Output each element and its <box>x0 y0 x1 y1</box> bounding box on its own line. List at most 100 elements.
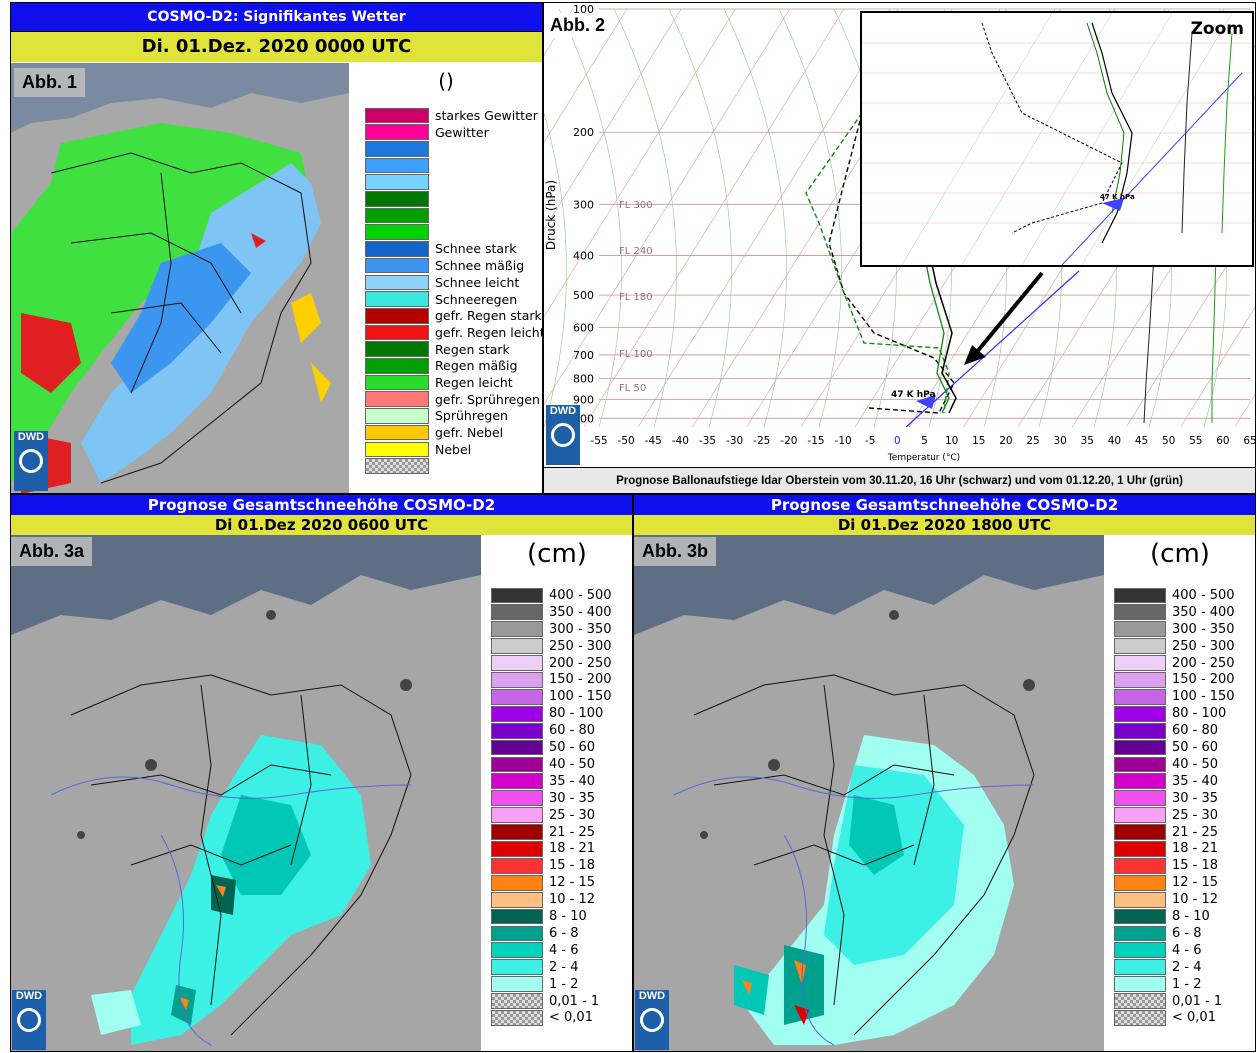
legend-label: 8 - 10 <box>549 909 587 925</box>
wind-barbs-green <box>1211 252 1217 423</box>
abb3a-map <box>11 535 481 1051</box>
abb3a-legend-rows: 400 - 500 350 - 400 300 - 350 250 - 300 200 … <box>491 587 631 1047</box>
legend-label: 18 - 21 <box>549 841 596 857</box>
legend-swatch <box>365 207 429 224</box>
legend-row: 300 - 350 <box>1114 621 1235 638</box>
abb2-label: Abb. 2 <box>546 13 610 38</box>
legend-swatch <box>365 140 429 157</box>
pressure-tick-label: 900 <box>573 394 594 407</box>
legend-label: 80 - 100 <box>1172 706 1227 722</box>
legend-label: 300 - 350 <box>1172 621 1235 637</box>
abb3b-map <box>634 535 1104 1051</box>
legend-swatch <box>491 705 543 722</box>
legend-row: 6 - 8 <box>491 925 579 942</box>
legend-swatch <box>1114 621 1166 638</box>
legend-row: 30 - 35 <box>491 790 595 807</box>
legend-row: 10 - 12 <box>1114 891 1218 908</box>
abb1-legend: () starkes Gewitter Gewitter Schnee stark S… <box>350 63 542 493</box>
pressure-tick-label: 800 <box>573 373 594 386</box>
legend-row: Schnee leicht <box>365 274 519 291</box>
legend-swatch <box>365 291 429 307</box>
abb3a-legend-unit: (cm) <box>527 539 587 569</box>
legend-label: 8 - 10 <box>1172 909 1210 925</box>
abb3b-legend: (cm) 400 - 500 350 - 400 300 - 350 250 - 30… <box>1104 535 1255 1051</box>
pressure-tick-label: 700 <box>573 349 594 362</box>
legend-label: 0,01 - 1 <box>1172 993 1223 1009</box>
legend-row: Regen leicht <box>365 374 513 391</box>
legend-row: Gewitter <box>365 124 489 141</box>
legend-swatch <box>365 157 429 174</box>
temperature-tick-label: -20 <box>780 435 797 447</box>
legend-row <box>365 458 435 475</box>
legend-row: 60 - 80 <box>491 722 595 739</box>
legend-label: 150 - 200 <box>549 672 612 688</box>
abb3b-title: Prognose Gesamtschneehöhe COSMO-D2 <box>634 495 1255 515</box>
legend-swatch <box>365 107 429 124</box>
legend-row: 2 - 4 <box>1114 959 1202 976</box>
pressure-tick-label: 100 <box>573 3 594 16</box>
abb3a-legend: (cm) 400 - 500 350 - 400 300 - 350 250 - 30… <box>481 535 632 1051</box>
legend-label: 300 - 350 <box>549 621 612 637</box>
legend-row <box>365 191 435 208</box>
legend-row <box>365 140 435 157</box>
legend-label: 200 - 250 <box>549 655 612 671</box>
dwd-logo-text: DWD <box>638 990 666 1002</box>
legend-row <box>365 174 435 191</box>
legend-label: 50 - 60 <box>549 740 596 756</box>
legend-row: 50 - 60 <box>1114 739 1218 756</box>
legend-label: Schnee leicht <box>435 274 520 290</box>
legend-swatch <box>1114 857 1166 874</box>
legend-row: 100 - 150 <box>1114 688 1235 705</box>
legend-swatch <box>1114 604 1166 621</box>
legend-row: 250 - 300 <box>491 638 612 655</box>
legend-row: 18 - 21 <box>491 841 595 858</box>
abb3b-map-svg <box>634 535 1104 1051</box>
legend-swatch <box>365 257 429 274</box>
legend-label: 50 - 60 <box>1172 740 1219 756</box>
skewt-zoom-svg <box>862 13 1252 265</box>
temperature-tick-label: -15 <box>807 435 824 447</box>
isotherm-line <box>544 8 628 143</box>
legend-row: 80 - 100 <box>1114 705 1226 722</box>
legend-row: 1 - 2 <box>1114 976 1202 993</box>
temperature-tick-label: 65 <box>1243 435 1255 447</box>
legend-swatch <box>491 807 543 824</box>
legend-swatch <box>491 790 543 807</box>
legend-label: 10 - 12 <box>549 892 596 908</box>
legend-swatch <box>491 824 543 840</box>
legend-row: 400 - 500 <box>491 587 612 604</box>
legend-row: Schnee stark <box>365 241 516 258</box>
legend-swatch <box>1114 976 1166 993</box>
legend-label: 6 - 8 <box>549 925 579 941</box>
legend-row: 350 - 400 <box>1114 604 1235 621</box>
legend-label: 6 - 8 <box>1172 925 1202 941</box>
dwd-spiral-icon <box>17 1008 41 1032</box>
legend-swatch <box>491 621 543 638</box>
legend-swatch <box>1114 756 1166 773</box>
isotherm-line <box>544 8 736 318</box>
abb3b-panel: Prognose Gesamtschneehöhe COSMO-D2 Di 01… <box>633 494 1256 1052</box>
legend-label: 10 - 12 <box>1172 892 1219 908</box>
legend-row: 300 - 350 <box>491 621 612 638</box>
legend-swatch <box>365 391 429 408</box>
temperature-tick-label: 20 <box>999 435 1012 447</box>
legend-swatch <box>1114 942 1166 959</box>
legend-row: 200 - 250 <box>1114 655 1235 672</box>
legend-swatch <box>491 874 543 891</box>
legend-row: 10 - 12 <box>491 891 595 908</box>
legend-swatch <box>491 993 543 1009</box>
legend-row <box>365 224 435 241</box>
isotherm-line <box>544 8 790 405</box>
legend-label: 4 - 6 <box>1172 942 1202 958</box>
abb1-map <box>11 63 349 493</box>
legend-swatch <box>491 756 543 773</box>
legend-row: Nebel <box>365 441 471 458</box>
legend-label: < 0,01 <box>1172 1010 1216 1026</box>
legend-label: 40 - 50 <box>549 756 596 772</box>
legend-label: 60 - 80 <box>549 723 596 739</box>
legend-row: gefr. Nebel <box>365 424 503 441</box>
temperature-tick-label: -5 <box>865 435 875 447</box>
zoom-annotation: 47 K hPa <box>1100 193 1135 201</box>
abb1-label: Abb. 1 <box>14 68 86 97</box>
legend-swatch <box>1114 587 1166 604</box>
